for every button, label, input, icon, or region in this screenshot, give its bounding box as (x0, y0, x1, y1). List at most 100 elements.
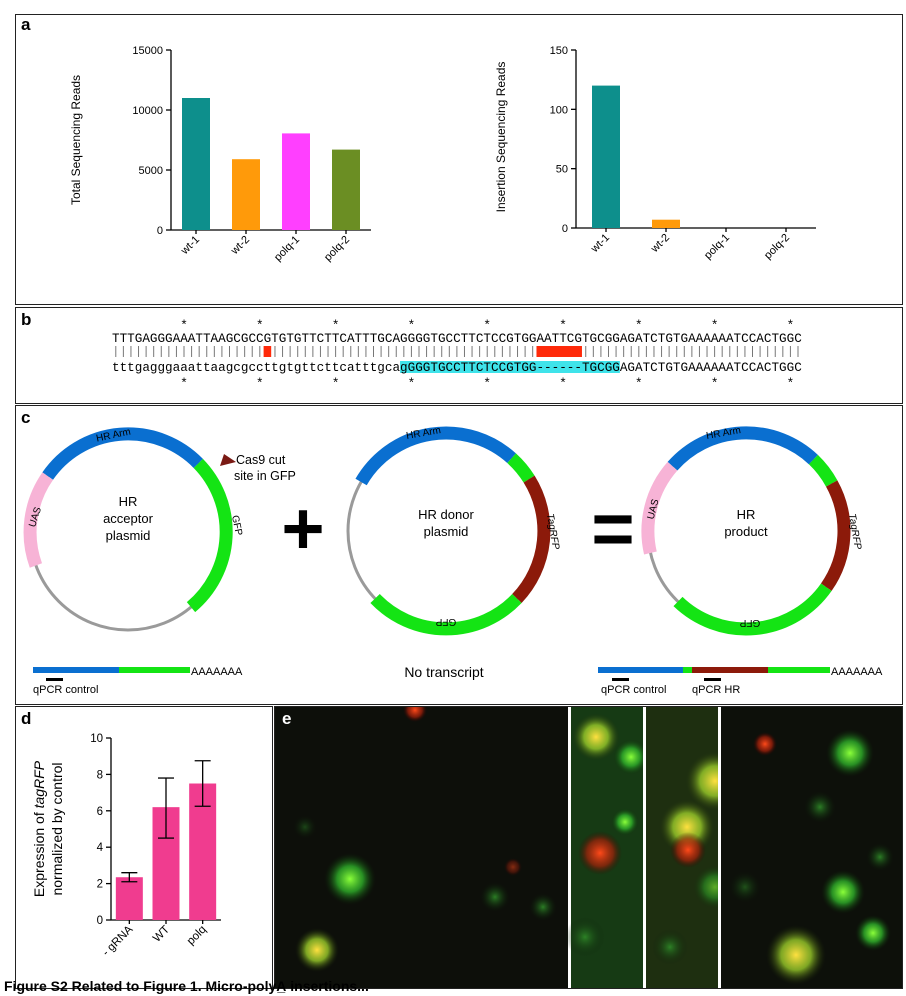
position-star-top: * (408, 318, 416, 333)
panel-b-label: b (21, 310, 32, 329)
y-tick-label: 2 (97, 879, 103, 891)
plasmid-diagram: HR Arm GFP UAS HR acceptor plasmid Cas9 … (23, 425, 883, 696)
deletion-marker (536, 346, 582, 357)
mismatch-marker (263, 346, 272, 357)
panel-d: d 0 2 4 6 8 10 - gRNA WT polq Expression of tagRF… (15, 706, 273, 989)
acceptor-title-1: HR (119, 494, 138, 509)
bar-polq-1 (282, 133, 310, 230)
acceptor-title-3: plasmid (106, 528, 151, 543)
acceptor-transcript (33, 667, 190, 681)
position-star-bottom: * (559, 376, 567, 391)
y-axis-title-line2: normalized by control (49, 762, 65, 895)
position-star-top: * (635, 318, 643, 333)
x-tick-label: wt-2 (228, 234, 252, 258)
panel-c: c HR Arm GFP UAS HR acceptor plasmid Cas… (15, 405, 903, 705)
position-star-top: * (787, 318, 795, 333)
read-sequence: tttgagggaaattaagcgccttgtgttcttcatttgcagG… (112, 361, 802, 375)
panel-b: b * * * * * * * * * * * * * * * * * * TTTGAGGGAAATTAAGCGCC… (15, 307, 903, 404)
acceptor-qpcr-control: qPCR control (33, 684, 98, 696)
position-star-top: * (711, 318, 719, 333)
y-tick-label: 0 (562, 223, 568, 235)
y-tick-label: 0 (157, 225, 163, 237)
bar-wt-1 (182, 98, 210, 230)
aligned-region-highlight (400, 361, 620, 373)
position-star-top: * (483, 318, 491, 333)
x-tick-label: polq (185, 924, 209, 948)
acceptor-hr-arm-label: HR Arm (95, 427, 132, 445)
position-star-top: * (559, 318, 567, 333)
position-star-top: * (180, 318, 188, 333)
acceptor-polya: AAAAAAA (191, 666, 243, 678)
y-tick-label: 150 (550, 45, 568, 57)
total-reads-chart: 0 5000 10000 15000 wt-1 wt-2 polq-1 polq-2 Total… (69, 45, 371, 264)
y-tick-label: 4 (97, 842, 104, 854)
reference-sequence: TTTGAGGGAAATTAAGCGCCGTGTGTTCTTCATTTGCAGG… (112, 332, 802, 346)
y-tick-label: 6 (97, 806, 103, 818)
cas9-label-1: Cas9 cut (236, 453, 286, 467)
x-tick-label: WT (151, 924, 172, 945)
equals-sign: = (591, 487, 634, 570)
insertion-reads-chart: 0 50 100 150 wt-1 wt-2 polq-1 polq-2 Insertion S… (494, 45, 816, 262)
x-tick-label: polq-1 (702, 232, 732, 262)
product-uas-label: UAS (646, 498, 662, 521)
y-tick-label: 10000 (132, 105, 163, 117)
donor-plasmid (346, 426, 551, 636)
microscopy-images (275, 707, 902, 988)
micrograph-1 (275, 707, 568, 988)
position-star-bottom: * (332, 376, 340, 391)
panel-a: a 0 5000 10000 15000 wt-1 wt-2 polq-1 polq-2 Tot… (15, 14, 903, 305)
figure-caption: Figure S2 Related to Figure 1. Micro-pol… (4, 978, 369, 994)
y-tick-label: 5000 (139, 165, 163, 177)
cas9-cut-marker (220, 454, 236, 466)
panel-d-label: d (21, 709, 32, 728)
product-plasmid (641, 426, 851, 636)
x-tick-label: wt-2 (648, 232, 672, 256)
panel-e: e (274, 706, 903, 989)
x-tick-label: polq-2 (322, 234, 352, 264)
y-tick-label: 10 (90, 733, 103, 745)
y-tick-label: 8 (97, 769, 103, 781)
position-star-top: * (332, 318, 340, 333)
position-star-bottom: * (635, 376, 643, 391)
y-tick-label: 100 (550, 104, 568, 116)
bar-wt-2 (652, 219, 680, 228)
position-star-bottom: * (408, 376, 416, 391)
y-tick-label: 0 (97, 915, 103, 927)
position-star-top: * (256, 318, 264, 333)
position-star-bottom: * (787, 376, 795, 391)
plus-sign: + (281, 487, 324, 570)
panel-e-label: e (282, 709, 292, 728)
micrograph-2 (565, 707, 649, 988)
y-axis-title-line1: Expression of tagRFP (31, 760, 47, 897)
panel-a-label: a (21, 15, 31, 34)
y-tick-label: 15000 (132, 45, 163, 57)
acceptor-title-2: acceptor (103, 511, 154, 526)
x-tick-label: wt-1 (178, 234, 202, 258)
bar-- gRNA (115, 877, 143, 920)
product-title-2: product (724, 524, 768, 539)
x-tick-label: - gRNA (100, 923, 135, 958)
acceptor-plasmid (23, 427, 233, 632)
acceptor-gfp-label: GFP (229, 514, 244, 537)
product-title-1: HR (737, 507, 756, 522)
no-transcript-label: No transcript (404, 664, 483, 680)
donor-gfp-label: GFP (435, 616, 456, 627)
position-star-bottom: * (483, 376, 491, 391)
x-tick-label: polq-1 (272, 234, 302, 264)
position-star-bottom: * (711, 376, 719, 391)
x-tick-label: polq-2 (762, 232, 792, 262)
product-transcript (598, 667, 830, 681)
bar-wt-2 (232, 159, 260, 230)
tagrfp-expression-chart: 0 2 4 6 8 10 - gRNA WT polq Expression of tagRFP n… (31, 733, 221, 959)
position-star-bottom: * (180, 376, 188, 391)
bar-wt-1 (592, 85, 620, 228)
x-tick-label: wt-1 (588, 232, 612, 256)
product-qpcr-control: qPCR control (601, 684, 666, 696)
product-polya: AAAAAAA (831, 666, 883, 678)
y-axis-title: Insertion Sequencing Reads (494, 62, 508, 213)
position-star-bottom: * (256, 376, 264, 391)
bar-polq-2 (332, 149, 360, 230)
micrograph-4 (721, 707, 902, 988)
sequence-alignment: ******************TTTGAGGGAAATTAAGCGCCGT… (112, 318, 802, 391)
product-qpcr-hr: qPCR HR (692, 684, 740, 696)
